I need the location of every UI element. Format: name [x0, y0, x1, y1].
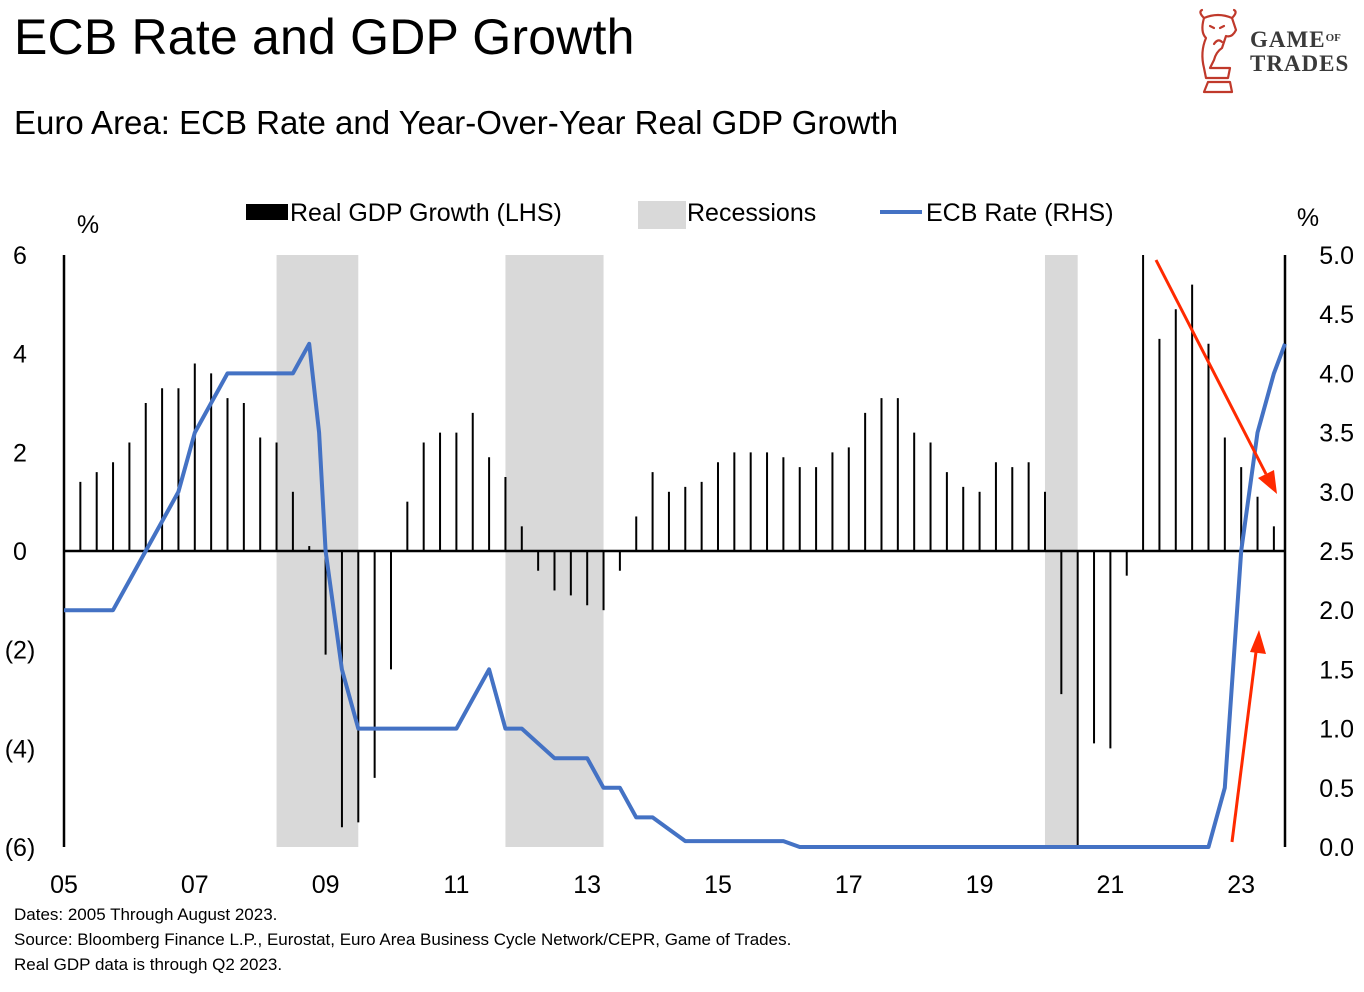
logo-game: GAME [1250, 27, 1326, 52]
logo-trades: TRADES [1250, 51, 1350, 76]
left-axis-unit: % [77, 211, 99, 239]
right-tick-label: 0.0 [1319, 834, 1354, 862]
legend-label-gdp: Real GDP Growth (LHS) [290, 199, 562, 227]
legend-swatch-recessions [638, 201, 686, 229]
left-tick-label: 2 [13, 439, 27, 467]
legend-label-recessions: Recessions [687, 199, 816, 227]
x-tick-label: 11 [443, 871, 469, 899]
x-tick-label: 23 [1227, 871, 1255, 899]
x-tick-label: 15 [704, 871, 732, 899]
right-tick-label: 3.0 [1319, 479, 1354, 507]
right-tick-label: 3.5 [1319, 420, 1354, 448]
left-tick-label: 0 [13, 538, 27, 566]
logo-wordmark: GAMEOF TRADES [1250, 26, 1349, 76]
right-tick-label: 0.5 [1319, 775, 1354, 803]
left-tick-label: (6) [5, 834, 36, 862]
footnote-gdp-note: Real GDP data is through Q2 2023. [14, 955, 283, 974]
chart-subtitle: Euro Area: ECB Rate and Year-Over-Year R… [14, 104, 899, 141]
chart-title: ECB Rate and GDP Growth [14, 9, 635, 65]
right-axis-unit: % [1297, 204, 1319, 232]
legend-swatch-gdp [246, 204, 288, 220]
left-tick-label: 6 [13, 242, 27, 270]
legend-label-ecb: ECB Rate (RHS) [926, 199, 1114, 227]
chart-canvas: 6 4 2 0 (2) (4) (6) 5.0 4.5 4.0 3.5 3.0 2.5 2.0 1.5 1.0… [5, 199, 1354, 899]
left-tick-label: (2) [5, 637, 36, 665]
left-tick-label: (4) [5, 735, 36, 763]
right-tick-label: 4.5 [1319, 301, 1354, 329]
axis-ticks: 6 4 2 0 (2) (4) (6) 5.0 4.5 4.0 3.5 3.0 2.5 2.0 1.5 1.0… [5, 204, 1354, 899]
arrow-up-head [1250, 630, 1266, 654]
annotation-arrows [1154, 259, 1277, 843]
x-tick-label: 09 [312, 871, 340, 899]
ecb-rate-line [64, 341, 1287, 849]
right-tick-label: 1.5 [1319, 656, 1354, 684]
x-tick-label: 05 [50, 871, 78, 899]
x-tick-label: 13 [573, 871, 601, 899]
right-tick-label: 4.0 [1319, 360, 1354, 388]
gdp-bars [79, 255, 1275, 847]
logo-of: OF [1325, 32, 1341, 44]
right-tick-label: 5.0 [1319, 242, 1354, 270]
right-tick-label: 1.0 [1319, 716, 1354, 744]
x-tick-label: 19 [966, 871, 994, 899]
arrow-down-shaft [1154, 259, 1268, 475]
bull-chess-knight-icon [1199, 8, 1238, 94]
arrow-up-shaft [1230, 651, 1258, 843]
legend: Real GDP Growth (LHS) Recessions ECB Rate … [246, 199, 1114, 229]
x-tick-label: 07 [181, 871, 209, 899]
footnote-dates: Dates: 2005 Through August 2023. [14, 905, 278, 924]
right-tick-label: 2.0 [1319, 597, 1354, 625]
footnote-source: Source: Bloomberg Finance L.P., Eurostat… [14, 930, 792, 949]
left-tick-label: 4 [13, 341, 27, 369]
x-tick-label: 17 [835, 871, 863, 899]
game-of-trades-logo: GAMEOF TRADES [1192, 8, 1352, 94]
x-tick-label: 21 [1096, 871, 1124, 899]
right-tick-label: 2.5 [1319, 538, 1354, 566]
arrow-down-head [1258, 470, 1277, 494]
